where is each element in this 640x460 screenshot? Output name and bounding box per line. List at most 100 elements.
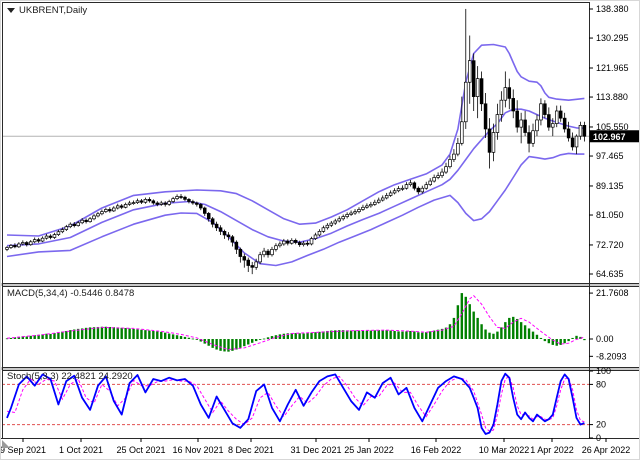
macd-histogram-bar bbox=[21, 336, 25, 339]
candle-bull bbox=[80, 219, 84, 224]
price-axis-label: 72.720 bbox=[596, 240, 624, 250]
macd-histogram-bar bbox=[49, 333, 52, 339]
candle-bear bbox=[230, 236, 235, 243]
time-axis-label: 26 Apr 2022 bbox=[582, 445, 631, 455]
macd-histogram-bar bbox=[330, 330, 333, 339]
macd-histogram-bar bbox=[61, 331, 64, 339]
macd-histogram-bar bbox=[116, 327, 119, 339]
panel-separator[interactable] bbox=[1, 367, 640, 370]
candle-bull bbox=[317, 231, 322, 236]
stoch-axis-label: 100 bbox=[596, 366, 611, 376]
macd-histogram-bar bbox=[583, 339, 586, 341]
price-axis-label: 138.380 bbox=[596, 4, 629, 14]
macd-histogram-bar bbox=[140, 329, 143, 339]
macd-histogram-bar bbox=[448, 324, 452, 339]
candle-bull bbox=[52, 234, 57, 238]
macd-histogram-bar bbox=[401, 331, 404, 339]
candle-bear bbox=[206, 213, 211, 220]
macd-histogram-bar bbox=[353, 330, 357, 339]
candle-bear bbox=[183, 196, 187, 200]
macd-histogram-bar bbox=[436, 329, 440, 339]
price-axis-label: 130.295 bbox=[596, 33, 629, 43]
symbol-title[interactable]: UKBRENT,Daily bbox=[7, 5, 87, 16]
candle-bull bbox=[167, 201, 171, 205]
candle-bull bbox=[321, 227, 326, 232]
candle-bear bbox=[562, 117, 567, 130]
macd-histogram-bar bbox=[278, 334, 282, 339]
macd-histogram-bar bbox=[219, 339, 222, 351]
macd-histogram-bar bbox=[96, 326, 100, 339]
candle-bear bbox=[547, 114, 551, 128]
candle-bear bbox=[266, 250, 270, 256]
candle-bear bbox=[293, 240, 298, 243]
candle-bull bbox=[432, 177, 436, 182]
macd-indicator-label: MACD(5,34,4) -0.5446 0.8478 bbox=[7, 288, 134, 299]
bb-lower-line bbox=[6, 152, 585, 267]
macd-histogram-bar bbox=[508, 317, 511, 339]
macd-histogram-bar bbox=[13, 337, 17, 339]
candle-bear bbox=[195, 202, 199, 205]
macd-histogram-bar bbox=[17, 336, 21, 339]
candle-bull bbox=[135, 200, 140, 203]
candle-bull bbox=[396, 188, 401, 192]
candle-bear bbox=[25, 242, 29, 246]
candle-bear bbox=[523, 119, 527, 133]
candle-bear bbox=[210, 218, 215, 225]
candle-bear bbox=[48, 235, 53, 238]
candle-bull bbox=[333, 220, 338, 224]
candle-bear bbox=[179, 196, 183, 198]
macd-signal-line bbox=[6, 295, 585, 351]
macd-histogram-bar bbox=[345, 330, 349, 339]
price-axis-label: 97.465 bbox=[596, 151, 624, 161]
macd-histogram-bar bbox=[156, 331, 159, 339]
scale-grip-icon[interactable] bbox=[2, 440, 10, 448]
candle-bull bbox=[5, 247, 9, 250]
candle-bear bbox=[218, 227, 223, 232]
macd-histogram-bar bbox=[551, 339, 554, 345]
macd-histogram-bar bbox=[476, 317, 479, 339]
candle-bull bbox=[373, 201, 377, 205]
candle-bull bbox=[448, 159, 452, 168]
macd-histogram-bar bbox=[266, 337, 270, 339]
panel-separator[interactable] bbox=[1, 283, 640, 286]
candle-bull bbox=[503, 87, 508, 101]
candle-bull bbox=[278, 243, 282, 247]
macd-histogram-bar bbox=[488, 332, 491, 339]
macd-histogram-bar bbox=[432, 330, 436, 339]
macd-histogram-bar bbox=[33, 335, 36, 339]
candle-bull bbox=[436, 175, 440, 178]
macd-histogram-bar bbox=[37, 334, 40, 339]
macd-histogram-bar bbox=[472, 311, 475, 339]
candle-bear bbox=[246, 259, 251, 266]
candle-bull bbox=[349, 212, 353, 215]
current-price-tag bbox=[589, 130, 639, 143]
stoch-panel[interactable] bbox=[2, 370, 589, 438]
chevron-down-icon[interactable] bbox=[7, 8, 15, 13]
macd-histogram-bar bbox=[341, 330, 345, 339]
macd-histogram-bar bbox=[397, 331, 400, 339]
macd-histogram-bar bbox=[290, 333, 293, 339]
macd-histogram-bar bbox=[535, 334, 539, 339]
candle-bull bbox=[127, 202, 132, 205]
candle-bull bbox=[519, 119, 523, 128]
stoch-axis-label: 0 bbox=[596, 433, 601, 443]
candle-bear bbox=[242, 256, 247, 261]
macd-histogram-bar bbox=[187, 337, 191, 339]
macd-histogram-bar bbox=[468, 304, 471, 339]
macd-panel[interactable] bbox=[2, 286, 589, 367]
candle-bull bbox=[115, 205, 120, 209]
candle-bear bbox=[570, 137, 575, 148]
macd-histogram-bar bbox=[9, 337, 13, 339]
macd-histogram-bar bbox=[199, 339, 202, 342]
time-axis-label: 25 Jan 2022 bbox=[344, 445, 394, 455]
candle-bull bbox=[531, 130, 535, 144]
macd-histogram-bar bbox=[152, 330, 155, 339]
time-axis-label: 16 Nov 2021 bbox=[172, 445, 223, 455]
macd-histogram-bar bbox=[100, 326, 104, 339]
candle-bull bbox=[475, 78, 480, 97]
candle-bull bbox=[104, 209, 108, 212]
candle-bear bbox=[305, 242, 310, 245]
candle-bull bbox=[467, 60, 472, 83]
macd-histogram-bar bbox=[203, 339, 206, 344]
